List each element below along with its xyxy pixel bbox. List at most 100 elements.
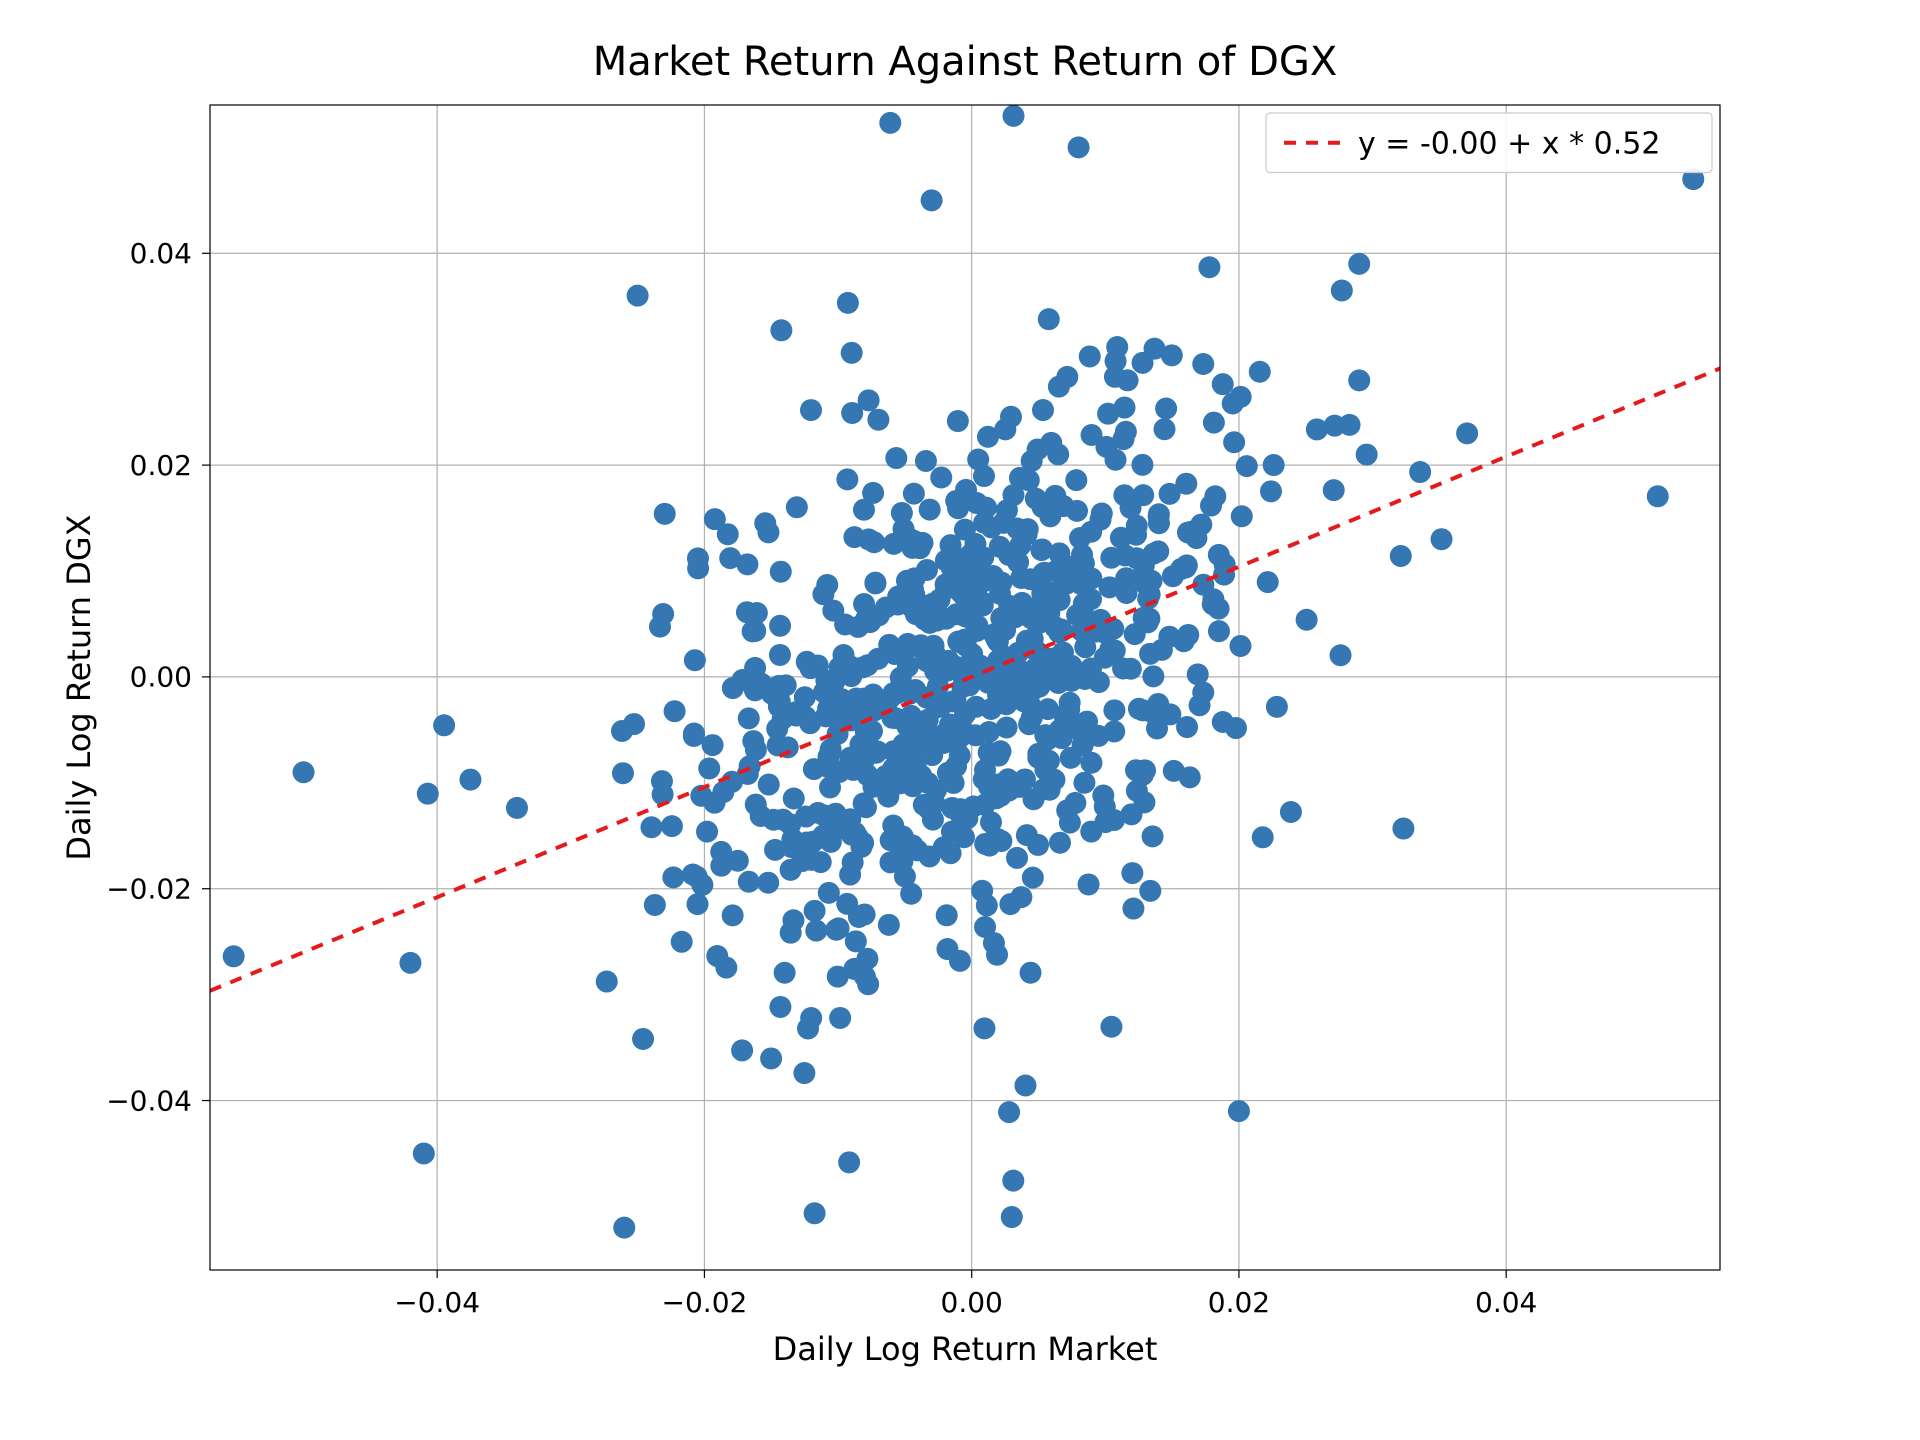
- scatter-point: [1139, 643, 1161, 665]
- scatter-point: [1048, 542, 1070, 564]
- scatter-point: [1094, 647, 1116, 669]
- x-tick-label: 0.04: [1475, 1286, 1537, 1319]
- scatter-point: [919, 499, 941, 521]
- scatter-point: [911, 532, 933, 554]
- scatter-point: [651, 770, 673, 792]
- scatter-point: [1027, 438, 1049, 460]
- scatter-point: [1198, 256, 1220, 278]
- scatter-point: [1113, 484, 1135, 506]
- scatter-point: [1023, 788, 1045, 810]
- scatter-point: [936, 938, 958, 960]
- scatter-point: [804, 1202, 826, 1224]
- scatter-point: [1223, 431, 1245, 453]
- scatter-point: [1049, 832, 1071, 854]
- scatter-point: [1103, 699, 1125, 721]
- scatter-point: [1306, 418, 1328, 440]
- scatter-point: [1103, 809, 1125, 831]
- scatter-point: [783, 787, 805, 809]
- scatter-point: [971, 880, 993, 902]
- scatter-point: [836, 468, 858, 490]
- y-tick-label: −0.04: [106, 1084, 192, 1117]
- scatter-point: [1263, 454, 1285, 476]
- scatter-point: [1249, 361, 1271, 383]
- scatter-point: [785, 705, 807, 727]
- scatter-point: [903, 483, 925, 505]
- scatter-point: [1331, 279, 1353, 301]
- scatter-point: [994, 418, 1016, 440]
- scatter-point: [731, 1039, 753, 1061]
- scatter-point: [1456, 422, 1478, 444]
- scatter-point: [822, 600, 844, 622]
- scatter-point: [878, 914, 900, 936]
- scatter-point: [838, 1151, 860, 1173]
- scatter-point: [1208, 620, 1230, 642]
- scatter-point: [1208, 544, 1230, 566]
- scatter-point: [930, 466, 952, 488]
- plot-area: −0.04−0.020.000.020.04 −0.04−0.020.000.0…: [106, 67, 1720, 1354]
- y-tick-label: −0.02: [106, 873, 192, 906]
- scatter-point: [853, 792, 875, 814]
- scatter-point: [992, 512, 1014, 534]
- scatter-point: [884, 643, 906, 665]
- scatter-point: [671, 931, 693, 953]
- scatter-point: [1036, 647, 1058, 669]
- scatter-point: [1014, 1074, 1036, 1096]
- scatter-point: [399, 952, 421, 974]
- scatter-point: [880, 829, 902, 851]
- scatter-point: [662, 866, 684, 888]
- scatter-point: [664, 700, 686, 722]
- scatter-point: [1185, 527, 1207, 549]
- scatter-point: [686, 866, 708, 888]
- scatter-point: [796, 651, 818, 673]
- scatter-point: [841, 342, 863, 364]
- scatter-point: [863, 531, 885, 553]
- scatter-point: [757, 872, 779, 894]
- scatter-point: [1104, 366, 1126, 388]
- scatter-point: [940, 842, 962, 864]
- scatter-point: [1431, 528, 1453, 550]
- scatter-point: [613, 1217, 635, 1239]
- scatter-point: [1072, 734, 1094, 756]
- scatter-point: [853, 593, 875, 615]
- scatter-point: [706, 945, 728, 967]
- scatter-point: [704, 508, 726, 530]
- scatter-point: [780, 836, 802, 858]
- scatter-point: [837, 292, 859, 314]
- scatter-point: [644, 894, 666, 916]
- scatter-point: [1153, 418, 1175, 440]
- scatter-point: [1065, 469, 1087, 491]
- scatter-point: [654, 503, 676, 525]
- x-tick-label: 0.02: [1208, 1286, 1270, 1319]
- scatter-point: [1148, 506, 1170, 528]
- scatter-point: [1323, 479, 1345, 501]
- scatter-point: [1064, 792, 1086, 814]
- scatter-point: [978, 721, 1000, 743]
- scatter-point: [627, 285, 649, 307]
- scatter-point: [1204, 485, 1226, 507]
- scatter-point: [862, 482, 884, 504]
- y-tick-label: 0.04: [130, 237, 192, 270]
- scatter-point: [774, 962, 796, 984]
- scatter-point: [812, 824, 834, 846]
- scatter-point: [857, 973, 879, 995]
- scatter-point: [1071, 544, 1093, 566]
- scatter-point: [1034, 759, 1056, 781]
- scatter-point: [506, 797, 528, 819]
- x-tick-label: −0.04: [394, 1286, 480, 1319]
- scatter-point: [1103, 720, 1125, 742]
- scatter-point: [998, 595, 1020, 617]
- scatter-point: [829, 1007, 851, 1029]
- scatter-point: [1392, 818, 1414, 840]
- scatter-point: [1068, 136, 1090, 158]
- scatter-point: [1003, 105, 1025, 127]
- scatter-point: [1229, 635, 1251, 657]
- scatter-point: [1010, 567, 1032, 589]
- chart-title: Market Return Against Return of DGX: [593, 39, 1338, 85]
- scatter-point: [719, 547, 741, 569]
- scatter-point: [413, 1143, 435, 1165]
- scatter-point: [841, 824, 863, 846]
- scatter-point: [1076, 711, 1098, 733]
- scatter-point: [1115, 421, 1137, 443]
- scatter-point: [1192, 681, 1214, 703]
- scatter-point: [1230, 386, 1252, 408]
